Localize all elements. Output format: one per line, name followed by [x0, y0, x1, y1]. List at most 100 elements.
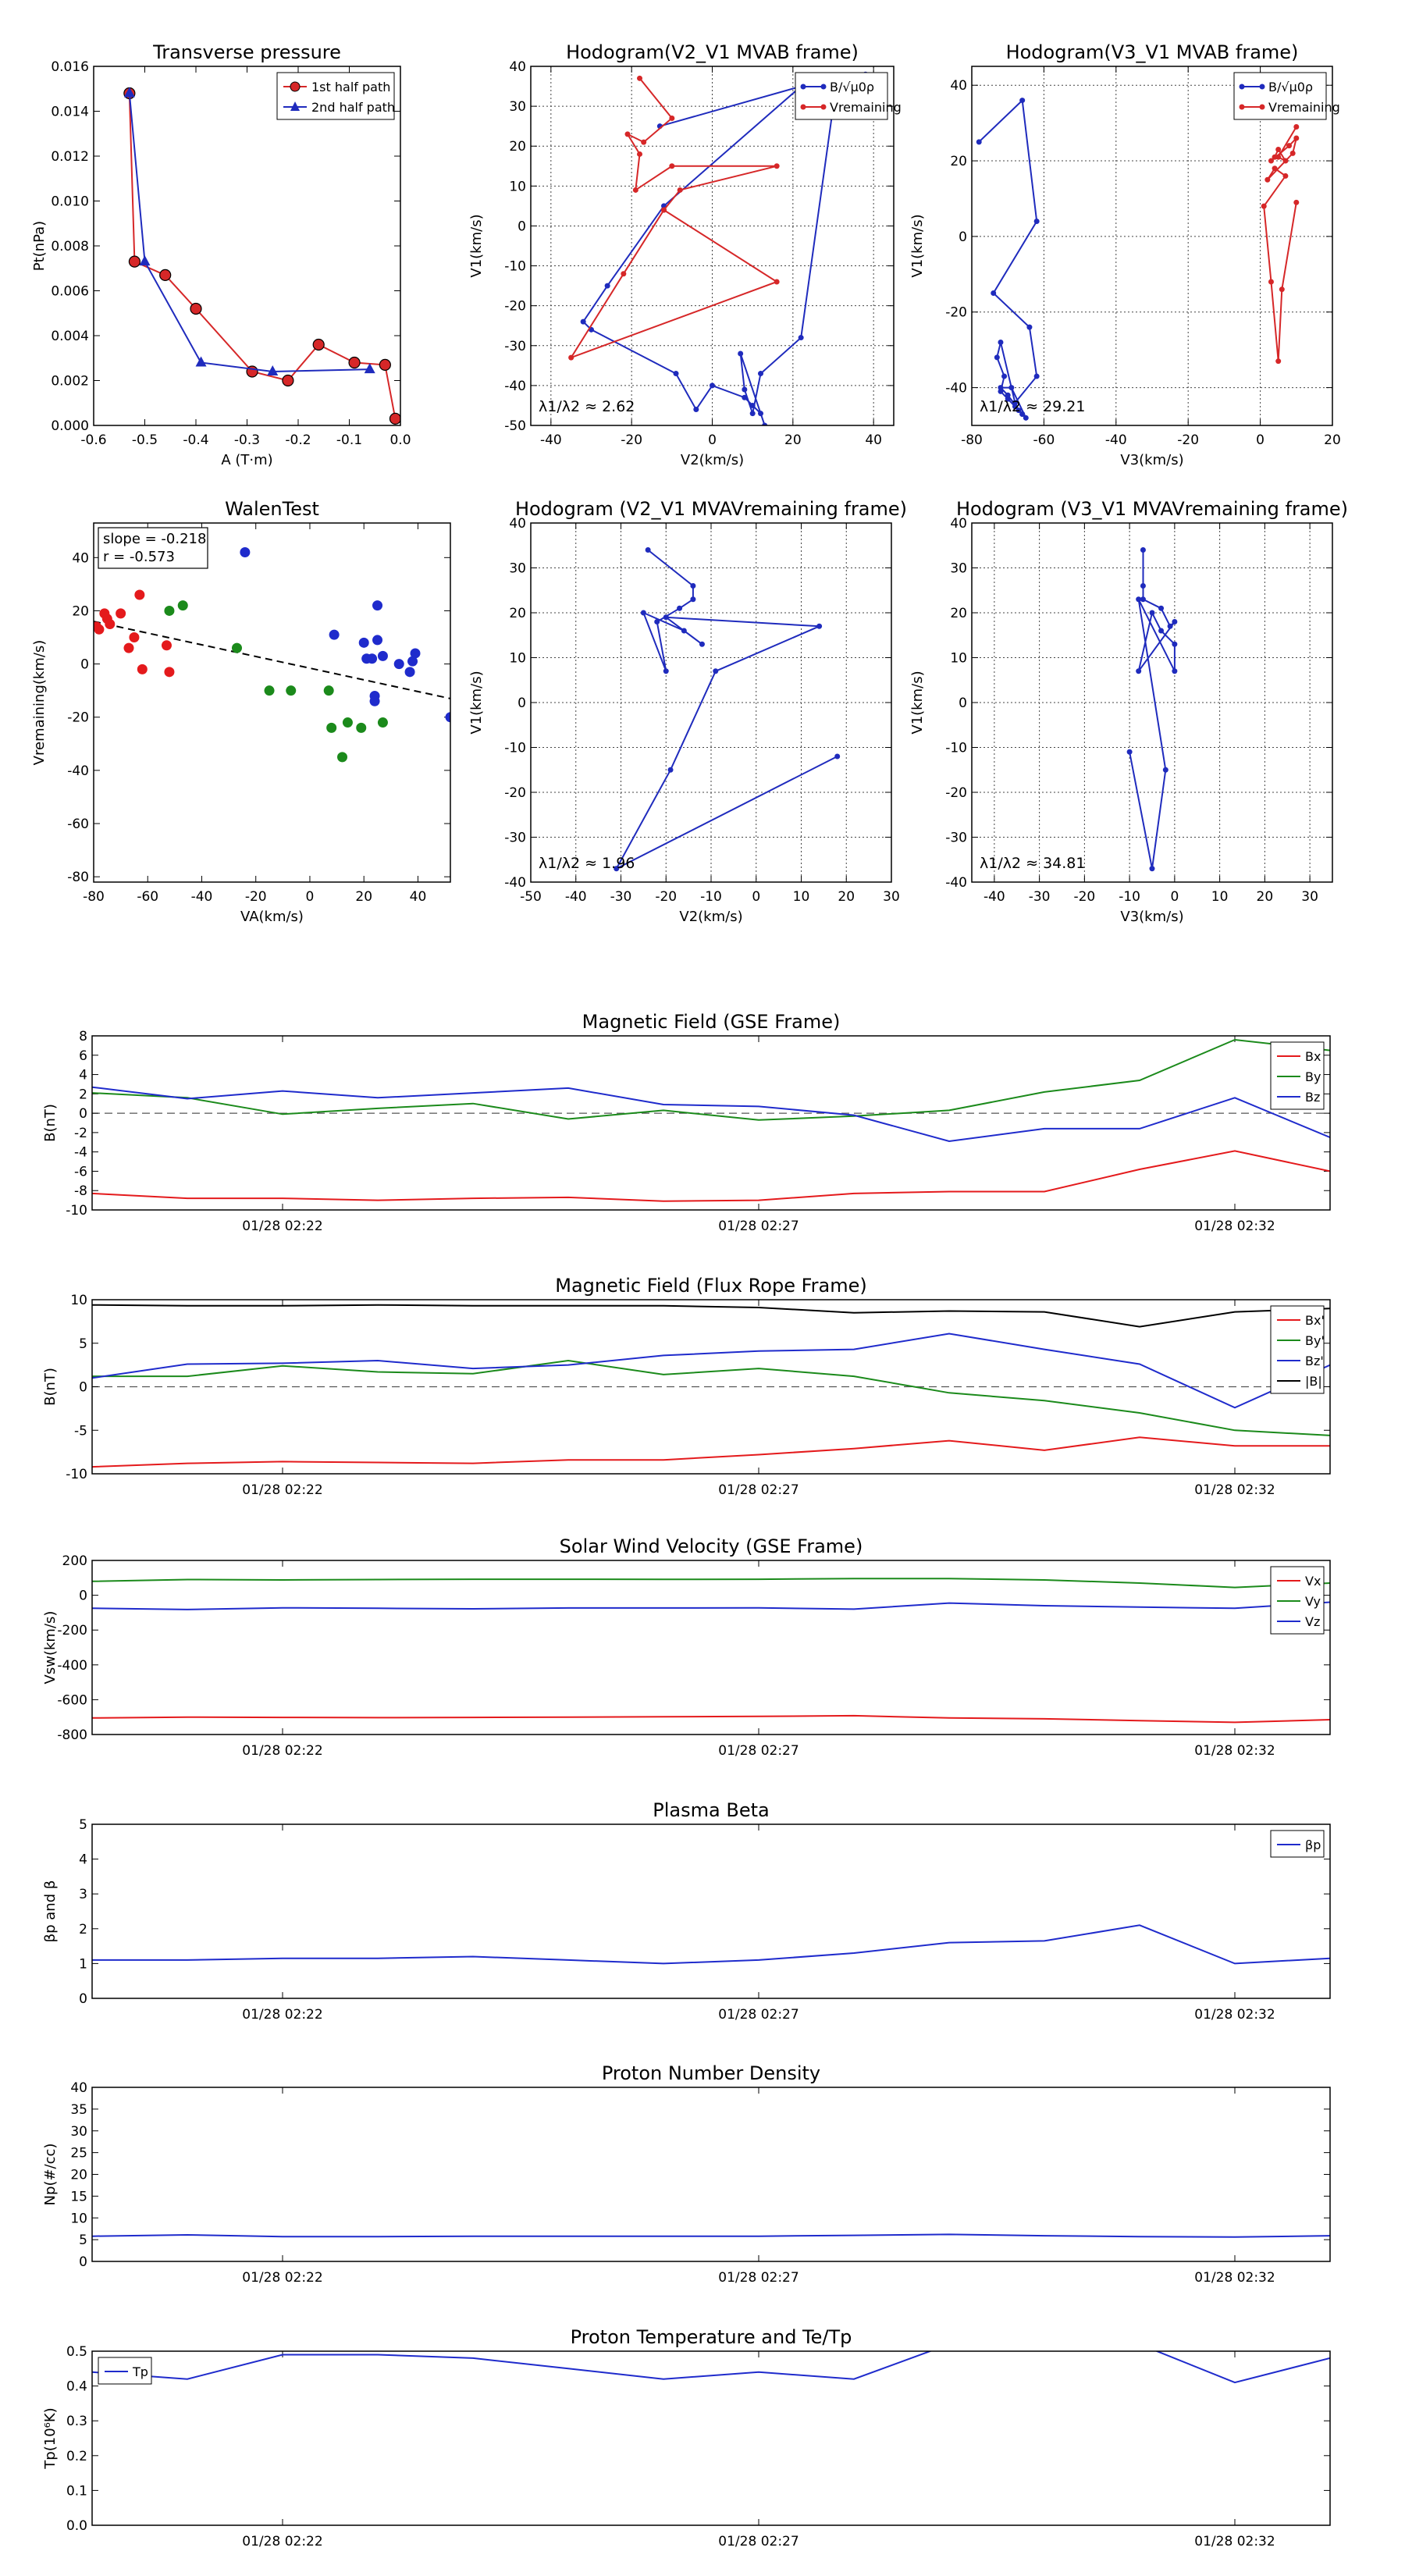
data-point — [195, 356, 207, 367]
y-tick-label: 30 — [950, 561, 967, 577]
x-tick-label: 01/28 02:32 — [1194, 1482, 1275, 1498]
y-tick-label: 0.4 — [66, 2379, 87, 2395]
y-tick-label: 0.004 — [51, 329, 89, 344]
data-point — [1140, 596, 1146, 603]
legend-label: Bx — [1305, 1049, 1321, 1064]
x-tick-label: 01/28 02:32 — [1194, 2007, 1275, 2023]
scatter-point — [323, 685, 334, 696]
chart-hodo4: -40 -30 -20 -10 0 10 20 30 40 -40 -30 -20 -10 0 10 20 30… — [909, 498, 1348, 925]
y-tick-label: 2 — [79, 1922, 87, 1937]
y-tick-label: 25 — [70, 2146, 87, 2161]
series-group — [568, 71, 869, 425]
x-tick-label: 01/28 02:22 — [242, 2534, 322, 2549]
data-point — [991, 290, 997, 297]
x-tick-label: 0 — [1256, 432, 1264, 448]
y-axis-label: Vremaining(km/s) — [31, 640, 48, 766]
data-point — [749, 402, 756, 408]
y-tick-label: 4 — [79, 1068, 87, 1083]
data-point — [1264, 176, 1271, 183]
data-point — [681, 628, 687, 634]
y-tick-label: 40 — [509, 516, 526, 532]
series-line — [92, 1304, 1330, 1328]
chart-tp: 0.000 0.002 0.004 0.006 0.008 0.010 0.012 0.014… — [31, 41, 411, 468]
data-point — [1012, 400, 1018, 406]
scatter-point — [134, 589, 145, 600]
data-point — [632, 187, 638, 193]
data-point — [758, 371, 763, 377]
chart-title: WalenTest — [225, 498, 319, 520]
y-tick-label: -600 — [57, 1692, 87, 1708]
x-tick-label: -0.3 — [234, 432, 260, 448]
data-point — [998, 339, 1004, 345]
data-point — [1282, 158, 1289, 164]
legend: B/√μ0ρ Vremaining — [1233, 72, 1340, 120]
data-point — [1158, 605, 1165, 611]
data-point — [1293, 199, 1300, 205]
legend-label: βp — [1305, 1838, 1321, 1852]
x-tick-label: 01/28 02:22 — [242, 1482, 322, 1498]
plot-frame — [93, 66, 401, 426]
series-group — [123, 87, 400, 425]
y-tick-label: -40 — [67, 763, 89, 779]
x-tick-label: -20 — [245, 889, 267, 905]
data-point — [669, 115, 675, 121]
y-tick-label: 30 — [509, 561, 526, 577]
data-point — [1149, 610, 1155, 616]
legend-label: By' — [1305, 1333, 1325, 1348]
data-point — [834, 753, 841, 760]
data-point — [1012, 404, 1018, 410]
ratio-annotation: λ1/λ2 ≈ 34.81 — [980, 855, 1085, 872]
data-point — [621, 271, 627, 277]
legend-label: B/√μ0ρ — [1268, 80, 1313, 94]
scatter-point — [356, 722, 367, 733]
x-tick-label: -40 — [565, 889, 587, 905]
data-point — [637, 151, 642, 157]
y-tick-label: -30 — [504, 339, 526, 354]
data-point — [1268, 279, 1274, 285]
y-tick-label: -30 — [945, 831, 967, 846]
chart-title: Hodogram(V3_V1 MVAB frame) — [1006, 41, 1299, 63]
y-tick-label: -6 — [74, 1164, 87, 1179]
x-tick-label: -20 — [621, 432, 642, 448]
y-tick-label: 20 — [70, 2168, 87, 2183]
data-point — [699, 641, 705, 647]
y-tick-label: -5 — [74, 1423, 87, 1439]
x-tick-label: -40 — [540, 432, 562, 448]
stats-text: slope = -0.218 — [103, 531, 206, 547]
x-tick-label: -0.1 — [336, 432, 362, 448]
data-point — [282, 374, 294, 387]
y-tick-label: -10 — [66, 1203, 87, 1219]
scatter-point — [137, 664, 148, 674]
legend-label: Tp — [132, 2364, 148, 2379]
scatter-point — [377, 650, 388, 661]
y-tick-label: 6 — [79, 1048, 87, 1064]
data-point — [710, 382, 715, 389]
series-line — [92, 1436, 1330, 1468]
x-tick-label: -30 — [610, 889, 632, 905]
plot-frame — [971, 522, 1333, 883]
chart-title: Solar Wind Velocity (GSE Frame) — [560, 1535, 863, 1557]
data-point — [637, 75, 642, 81]
x-tick-label: 0 — [708, 432, 717, 448]
x-tick-label: 01/28 02:22 — [242, 1219, 322, 1234]
data-point — [661, 207, 667, 213]
data-point — [159, 269, 172, 281]
legend-label: Vy — [1305, 1594, 1321, 1609]
y-tick-label: 20 — [72, 603, 89, 619]
y-tick-label: 2 — [79, 1087, 87, 1102]
chart-title: Hodogram (V3_V1 MVAVremaining frame) — [956, 498, 1348, 520]
y-tick-label: 0.016 — [51, 59, 89, 75]
legend: B/√μ0ρ Vremaining — [795, 72, 902, 120]
scatter-point — [326, 722, 337, 733]
series-line — [978, 98, 1038, 418]
data-point — [1019, 411, 1026, 417]
y-axis-label: B(nT) — [42, 1368, 59, 1406]
scatter-point — [393, 659, 404, 670]
y-tick-label: 200 — [62, 1553, 87, 1569]
series-group — [92, 1038, 1330, 1202]
y-tick-label: 0 — [518, 219, 526, 234]
y-tick-label: -40 — [504, 875, 526, 891]
scatter-point — [129, 632, 140, 643]
y-tick-label: -80 — [67, 870, 89, 885]
y-tick-label: 10 — [509, 179, 526, 194]
